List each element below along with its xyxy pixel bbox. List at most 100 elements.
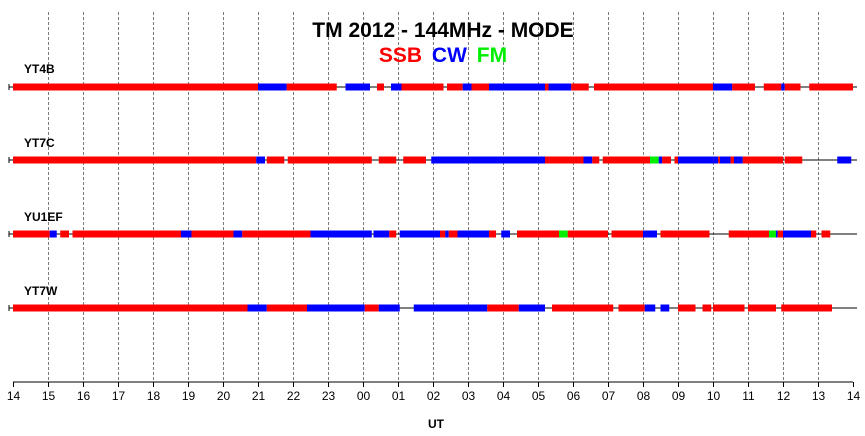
mode-segment-ssb [489, 230, 496, 238]
mode-segment-ssb [611, 230, 643, 238]
mode-segment-ssb [777, 230, 783, 238]
bars-layer [13, 83, 853, 312]
x-tick-label: 08 [637, 389, 651, 403]
mode-segment-ssb [377, 83, 384, 91]
mode-segment-cw [457, 230, 489, 238]
mode-segment-ssb [592, 156, 600, 164]
mode-segment-cw [256, 156, 265, 164]
mode-segment-cw [247, 304, 267, 312]
x-tick-label: 19 [182, 389, 196, 403]
mode-segment-ssb [674, 156, 678, 164]
mode-segment-ssb [266, 156, 285, 164]
mode-segment-ssb [811, 230, 817, 238]
mode-segment-ssb [13, 304, 248, 312]
mode-segment-ssb [730, 156, 734, 164]
mode-segment-ssb [660, 230, 710, 238]
x-tick-label: 09 [672, 389, 686, 403]
mode-segment-cw [713, 83, 733, 91]
mode-segment-ssb [809, 83, 853, 91]
mode-segment-ssb [487, 304, 519, 312]
mode-segment-ssb [602, 156, 650, 164]
mode-segment-cw [307, 304, 365, 312]
mode-segment-ssb [389, 230, 397, 238]
mode-segment-ssb [742, 156, 783, 164]
mode-segment-ssb [242, 230, 311, 238]
mode-segment-cw [258, 83, 287, 91]
mode-segment-cw [373, 230, 390, 238]
mode-segment-cw [181, 230, 192, 238]
mode-segment-ssb [678, 304, 696, 312]
mode-segment-ssb [440, 230, 446, 238]
mode-segment-cw [431, 156, 545, 164]
x-tick-label: 14 [847, 389, 861, 403]
mode-segment-cw [781, 83, 785, 91]
mode-segment-ssb [728, 230, 769, 238]
mode-segment-ssb [594, 83, 713, 91]
x-tick-label: 04 [497, 389, 511, 403]
station-label: YT7C [24, 136, 55, 150]
x-tick-label: 12 [777, 389, 791, 403]
x-tick-label: 13 [812, 389, 826, 403]
mode-segment-cw [501, 230, 510, 238]
mode-segment-ssb [567, 230, 608, 238]
title-layer: TM 2012 - 144MHz - MODE SSB CW FM UT [312, 19, 573, 431]
mode-segment-ssb [748, 304, 776, 312]
mode-segment-fm [769, 230, 776, 238]
mode-segment-ssb [378, 156, 397, 164]
legend-cw: CW [432, 44, 467, 67]
x-tick-label: 16 [77, 389, 91, 403]
mode-segment-ssb [471, 83, 489, 91]
mode-segment-ssb [401, 83, 444, 91]
mode-segment-ssb [732, 83, 755, 91]
legend: SSB CW FM [379, 44, 507, 67]
mode-segment-ssb [545, 83, 549, 91]
mode-segment-ssb [447, 83, 463, 91]
station-label: YT4B [24, 62, 55, 76]
mode-segment-cw [391, 83, 402, 91]
mode-segment-ssb [60, 230, 69, 238]
mode-segment-cw [643, 230, 657, 238]
mode-segment-ssb [702, 304, 712, 312]
mode-segment-cw [233, 230, 243, 238]
mode-segment-cw [644, 304, 656, 312]
mode-segment-ssb [517, 230, 559, 238]
mode-segment-ssb [403, 156, 426, 164]
legend-ssb: SSB [379, 44, 422, 67]
x-tick-label: 21 [252, 389, 266, 403]
x-tick-label: 01 [392, 389, 406, 403]
mode-segment-cw [378, 304, 400, 312]
mode-segment-cw [489, 83, 545, 91]
mode-segment-ssb [552, 304, 614, 312]
mode-segment-ssb [72, 230, 181, 238]
x-tick-label: 11 [742, 389, 755, 403]
mode-segment-ssb [784, 83, 801, 91]
mode-segment-ssb [13, 230, 50, 238]
x-tick-label: 23 [322, 389, 336, 403]
mode-segment-ssb [821, 230, 831, 238]
mode-segment-ssb [13, 83, 258, 91]
x-tick-label: 17 [112, 389, 126, 403]
x-axis-title: UT [428, 417, 445, 431]
mode-segment-ssb [718, 156, 720, 164]
mode-segment-cw [660, 304, 670, 312]
mode-segment-ssb [287, 156, 372, 164]
station-label: YU1EF [24, 210, 63, 224]
mode-segment-cw [49, 230, 57, 238]
axis-layer: 14 15 16 17 18 19 20 21 22 23 00 01 02 03 04 05 06 07 08 09… [7, 381, 861, 403]
mode-segment-ssb [571, 83, 589, 91]
mode-segment-ssb [191, 230, 234, 238]
mode-segment-ssb [448, 230, 458, 238]
mode-segment-ssb [286, 83, 337, 91]
mode-segment-cw [548, 83, 572, 91]
mode-segment-cw [783, 230, 811, 238]
mode-segment-cw [518, 304, 545, 312]
mode-segment-cw [734, 156, 743, 164]
x-tick-label: 15 [42, 389, 56, 403]
mode-segment-ssb [13, 156, 257, 164]
mode-segment-cw [345, 83, 370, 91]
mode-segment-fm [559, 230, 568, 238]
mode-segment-fm [650, 156, 659, 164]
mode-segment-cw [720, 156, 731, 164]
x-tick-label: 03 [462, 389, 476, 403]
